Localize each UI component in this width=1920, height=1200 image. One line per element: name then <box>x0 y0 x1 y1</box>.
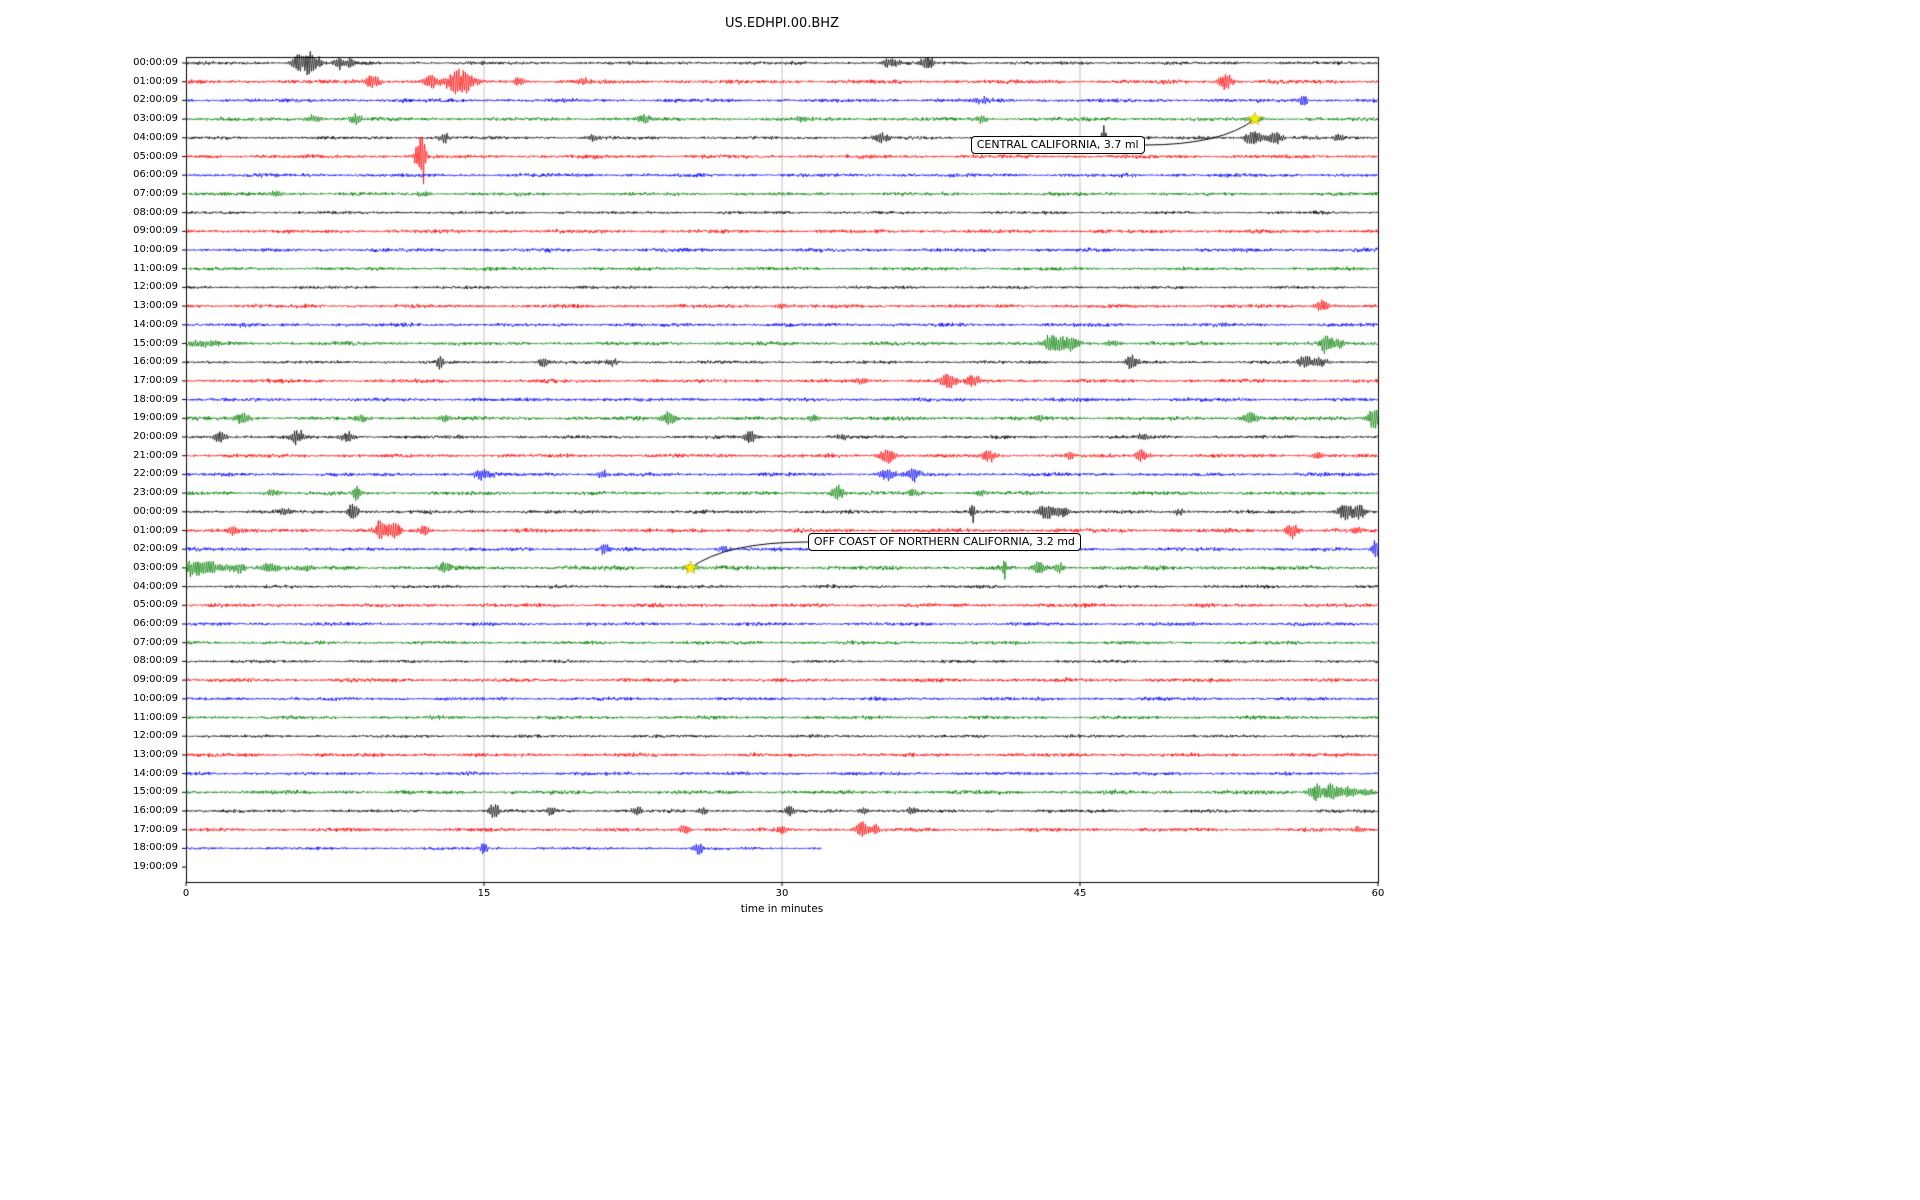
time-label: 13:00:09 <box>133 300 178 312</box>
minute-ticklabel: 30 <box>775 888 789 899</box>
time-label: 10:00:09 <box>133 244 178 255</box>
time-label: 18:00:09 <box>133 393 178 405</box>
annotation-central-california: CENTRAL CALIFORNIA, 3.7 ml <box>970 136 1145 155</box>
time-label: 10:00:09 <box>133 692 178 704</box>
time-label: 11:00:09 <box>133 711 178 723</box>
time-label: 13:00:09 <box>133 748 178 760</box>
time-label: 14:00:09 <box>133 767 178 779</box>
time-label: 19:00:09 <box>133 412 178 424</box>
time-label: 12:00:09 <box>133 730 178 742</box>
time-label: 02:00:09 <box>133 94 178 106</box>
time-label: 04:00:09 <box>133 580 178 592</box>
time-label: 00:00:09 <box>133 57 178 68</box>
time-label: 22:00:09 <box>133 468 178 480</box>
minute-ticklabel: 45 <box>1073 888 1087 899</box>
time-label: 07:00:09 <box>133 187 178 199</box>
time-label: 15:00:09 <box>133 786 178 798</box>
minute-ticklabel: 60 <box>1371 888 1385 899</box>
time-label: 15:00:09 <box>133 337 178 349</box>
time-label: 17:00:09 <box>133 374 178 386</box>
time-label: 01:00:09 <box>133 75 178 87</box>
time-label: 12:00:09 <box>133 281 178 293</box>
time-label: 16:00:09 <box>133 805 178 816</box>
time-label: 03:00:09 <box>133 113 178 125</box>
x-axis-label: time in minutes <box>740 903 824 915</box>
time-label: 07:00:09 <box>133 636 178 648</box>
time-label: 08:00:09 <box>133 206 178 218</box>
time-label: 17:00:09 <box>133 823 178 835</box>
time-label: 11:00:09 <box>133 262 178 274</box>
minute-ticklabel: 15 <box>477 888 491 899</box>
time-label: 05:00:09 <box>133 150 178 162</box>
time-label: 18:00:09 <box>133 842 178 854</box>
time-label: 01:00:09 <box>133 524 178 536</box>
time-label: 16:00:09 <box>133 356 178 368</box>
plot-title: US.EDHPI.00.BHZ <box>725 16 839 31</box>
time-label: 08:00:09 <box>133 655 178 667</box>
time-label: 21:00:09 <box>133 449 178 461</box>
annotation-off-coast-northern-california: OFF COAST OF NORTHERN CALIFORNIA, 3.2 md <box>807 532 1081 551</box>
time-label: 23:00:09 <box>133 487 178 499</box>
time-label: 03:00:09 <box>133 561 178 573</box>
time-label: 14:00:09 <box>133 318 178 330</box>
time-label: 06:00:09 <box>133 169 178 181</box>
time-label: 19:00:09 <box>133 861 178 873</box>
time-label: 00:00:09 <box>133 505 178 517</box>
minute-ticklabel: 0 <box>182 888 190 899</box>
time-label: 04:00:09 <box>133 131 178 143</box>
time-label: 06:00:09 <box>133 618 178 629</box>
time-label: 02:00:09 <box>133 543 178 555</box>
time-label: 09:00:09 <box>133 674 178 686</box>
time-label: 05:00:09 <box>133 599 178 611</box>
time-label: 09:00:09 <box>133 225 178 237</box>
time-label: 20:00:09 <box>133 431 178 442</box>
